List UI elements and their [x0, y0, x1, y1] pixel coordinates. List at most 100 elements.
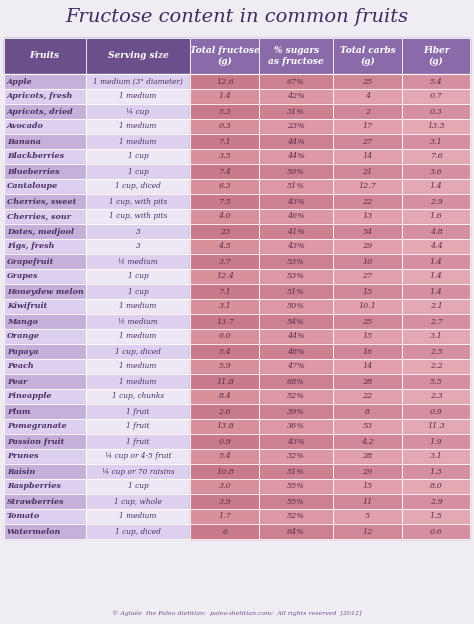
Text: 1 medium: 1 medium	[119, 512, 157, 520]
Bar	[333, 119, 402, 134]
Text: 15: 15	[362, 333, 373, 341]
Bar	[4, 389, 85, 404]
Bar	[85, 494, 191, 509]
Text: 14: 14	[362, 152, 373, 160]
Bar	[191, 524, 259, 539]
Bar	[85, 149, 191, 164]
Text: 1.3: 1.3	[429, 467, 442, 475]
Bar	[85, 134, 191, 149]
Bar	[191, 299, 259, 314]
Text: 28: 28	[362, 378, 373, 386]
Bar	[4, 299, 85, 314]
Bar	[259, 209, 333, 224]
Text: 1 medium: 1 medium	[119, 363, 157, 371]
Bar	[4, 74, 85, 89]
Bar	[259, 464, 333, 479]
Text: 1 cup, with pits: 1 cup, with pits	[109, 198, 167, 205]
Text: 5: 5	[365, 512, 370, 520]
Text: 2.3: 2.3	[429, 392, 442, 401]
Bar	[4, 164, 85, 179]
Bar	[402, 434, 470, 449]
Text: 1.4: 1.4	[219, 92, 231, 100]
Bar	[4, 38, 85, 74]
Bar	[259, 404, 333, 419]
Text: 25: 25	[362, 77, 373, 85]
Text: Blueberries: Blueberries	[7, 167, 60, 175]
Bar	[402, 254, 470, 269]
Text: Watermelon: Watermelon	[7, 527, 61, 535]
Text: 21: 21	[362, 167, 373, 175]
Text: 5.5: 5.5	[429, 378, 442, 386]
Bar	[4, 479, 85, 494]
Bar	[4, 494, 85, 509]
Text: 1 medium: 1 medium	[119, 333, 157, 341]
Bar	[191, 359, 259, 374]
Text: Fiber
(g): Fiber (g)	[423, 46, 449, 66]
Text: 22: 22	[362, 198, 373, 205]
Bar	[191, 269, 259, 284]
Bar	[402, 194, 470, 209]
Bar	[333, 359, 402, 374]
Text: 28: 28	[362, 452, 373, 461]
Text: 1 medium: 1 medium	[119, 303, 157, 311]
Text: 32%: 32%	[287, 452, 305, 461]
Text: 14: 14	[362, 363, 373, 371]
Text: 54: 54	[362, 228, 373, 235]
Text: 25: 25	[362, 318, 373, 326]
Text: 1 cup: 1 cup	[128, 152, 148, 160]
Bar	[85, 434, 191, 449]
Bar	[333, 434, 402, 449]
Bar	[402, 164, 470, 179]
Bar	[259, 89, 333, 104]
Bar	[333, 479, 402, 494]
Text: 5.4: 5.4	[219, 452, 231, 461]
Text: 39%: 39%	[287, 407, 305, 416]
Text: Banana: Banana	[7, 137, 41, 145]
Text: 1 medium (3" diameter): 1 medium (3" diameter)	[93, 77, 183, 85]
Bar	[259, 449, 333, 464]
Text: 0.9: 0.9	[219, 437, 231, 446]
Bar	[333, 164, 402, 179]
Text: 1 cup: 1 cup	[128, 288, 148, 296]
Text: 4.4: 4.4	[429, 243, 442, 250]
Bar	[4, 344, 85, 359]
Text: 16: 16	[362, 348, 373, 356]
Bar	[333, 344, 402, 359]
Text: 50%: 50%	[287, 303, 305, 311]
Bar	[4, 464, 85, 479]
Bar	[259, 239, 333, 254]
Bar	[402, 404, 470, 419]
Bar	[402, 389, 470, 404]
Bar	[191, 179, 259, 194]
Text: Serving size: Serving size	[108, 52, 168, 61]
Bar	[402, 89, 470, 104]
Text: 15: 15	[362, 482, 373, 490]
Bar	[191, 509, 259, 524]
Text: 1 cup, with pits: 1 cup, with pits	[109, 213, 167, 220]
Text: 1 medium: 1 medium	[119, 92, 157, 100]
Bar	[85, 329, 191, 344]
Bar	[402, 479, 470, 494]
Text: 52%: 52%	[287, 392, 305, 401]
Bar	[402, 134, 470, 149]
Bar	[259, 329, 333, 344]
Bar	[402, 119, 470, 134]
Bar	[259, 314, 333, 329]
Bar	[191, 419, 259, 434]
Text: Grapes: Grapes	[7, 273, 38, 281]
Text: 12.4: 12.4	[216, 273, 234, 281]
Bar	[85, 164, 191, 179]
Text: 43%: 43%	[287, 437, 305, 446]
Text: 54%: 54%	[287, 318, 305, 326]
Text: Passion fruit: Passion fruit	[7, 437, 64, 446]
Text: 46%: 46%	[287, 213, 305, 220]
Text: 2.9: 2.9	[429, 198, 442, 205]
Bar	[4, 269, 85, 284]
Text: 1.6: 1.6	[429, 213, 442, 220]
Text: 4.8: 4.8	[429, 228, 442, 235]
Bar	[85, 449, 191, 464]
Text: 13: 13	[362, 213, 373, 220]
Bar	[259, 254, 333, 269]
Bar	[4, 509, 85, 524]
Text: 48%: 48%	[287, 348, 305, 356]
